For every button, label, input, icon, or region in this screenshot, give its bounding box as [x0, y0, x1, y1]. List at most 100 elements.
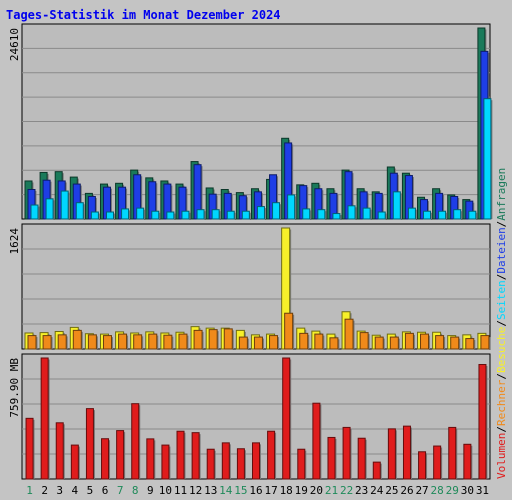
bar-volumen-day-18 [282, 357, 291, 480]
bar-seiten-day-6 [105, 211, 114, 220]
bar-rechner-day-31 [480, 335, 490, 350]
bar-volumen-day-14 [221, 442, 230, 480]
bar-rechner-day-23 [359, 332, 369, 350]
legend-entry: Dateien [495, 227, 508, 273]
bar-rechner-day-25 [389, 336, 399, 350]
bar-volumen-day-7 [116, 430, 125, 480]
bar-rechner-day-24 [374, 336, 384, 350]
day-label: 1 [26, 484, 33, 497]
bar-volumen-day-20 [312, 402, 321, 480]
bar-seiten-day-23 [362, 207, 371, 220]
legend-separator: / [495, 221, 508, 228]
bar-seiten-day-15 [241, 210, 250, 220]
day-label: 27 [415, 484, 428, 497]
day-label: 25 [385, 484, 398, 497]
bar-volumen-day-4 [70, 444, 79, 480]
bar-seiten-day-5 [90, 211, 99, 220]
bar-rechner-day-13 [208, 329, 218, 350]
day-label: 11 [174, 484, 187, 497]
legend-entry: Anfragen [495, 168, 508, 221]
bar-volumen-day-11 [176, 430, 185, 480]
bar-rechner-day-6 [102, 335, 112, 350]
bar-rechner-day-3 [57, 334, 67, 350]
bar-rechner-day-18 [284, 312, 294, 350]
bar-rechner-day-2 [42, 335, 52, 350]
day-label: 20 [310, 484, 323, 497]
bar-seiten-day-22 [347, 205, 356, 220]
bar-seiten-day-16 [256, 206, 265, 220]
bar-rechner-day-30 [465, 338, 475, 350]
bar-volumen-day-29 [448, 426, 457, 480]
bar-rechner-day-5 [87, 334, 97, 350]
bar-volumen-day-27 [418, 451, 427, 480]
panel-bottom: 759.90 MB [8, 353, 491, 480]
bar-volumen-day-17 [267, 430, 276, 480]
day-label: 19 [295, 484, 308, 497]
bar-rechner-day-17 [269, 335, 279, 350]
day-label: 18 [280, 484, 293, 497]
day-label: 21 [325, 484, 338, 497]
legend-entry: Volumen [495, 433, 508, 479]
bar-volumen-day-15 [236, 448, 245, 480]
bar-seiten-day-31 [483, 98, 492, 220]
bar-rechner-day-15 [238, 336, 248, 350]
bar-volumen-day-16 [252, 442, 260, 480]
panel-middle: 1624 [8, 223, 491, 350]
bar-seiten-day-9 [151, 210, 160, 220]
legend-entry: Seiten [495, 280, 508, 320]
bar-rechner-day-1 [27, 335, 37, 350]
bar-rechner-day-14 [223, 328, 233, 350]
day-label: 15 [234, 484, 247, 497]
bar-seiten-day-4 [75, 202, 84, 220]
bar-volumen-day-24 [372, 461, 381, 480]
bar-seiten-day-30 [468, 210, 477, 220]
bar-rechner-day-16 [253, 336, 263, 350]
day-label: 30 [461, 484, 474, 497]
bar-volumen-day-31 [478, 364, 487, 480]
bar-seiten-day-12 [196, 209, 205, 220]
day-label: 22 [340, 484, 353, 497]
day-label: 4 [72, 484, 79, 497]
bar-seiten-day-3 [60, 190, 69, 220]
day-label: 7 [117, 484, 124, 497]
bar-volumen-day-28 [433, 445, 442, 480]
day-label: 2 [41, 484, 48, 497]
legend-separator: / [495, 373, 508, 380]
bar-rechner-day-10 [163, 334, 173, 350]
day-label: 9 [147, 484, 154, 497]
bar-seiten-day-1 [30, 204, 39, 220]
bar-rechner-day-11 [178, 333, 188, 350]
legend-separator: / [495, 320, 508, 327]
bar-seiten-day-11 [181, 210, 190, 220]
bar-volumen-day-3 [55, 422, 64, 480]
bar-rechner-day-20 [314, 333, 324, 350]
bar-volumen-day-10 [161, 444, 170, 480]
bar-volumen-day-23 [357, 437, 366, 480]
bar-seiten-day-21 [332, 213, 341, 220]
bar-volumen-day-9 [146, 438, 155, 480]
side-labels: Volumen/Rechner/Besuche/Seiten/Dateien/A… [495, 168, 508, 479]
day-label: 3 [56, 484, 63, 497]
day-label: 16 [249, 484, 262, 497]
bar-volumen-day-21 [327, 436, 336, 480]
chart-title: Tages-Statistik im Monat Dezember 2024 [6, 8, 281, 22]
bar-seiten-day-20 [317, 209, 326, 220]
y-axis-max-label: 24610 [8, 28, 21, 61]
bar-volumen-day-25 [387, 428, 396, 480]
day-label: 13 [204, 484, 217, 497]
bar-seiten-day-8 [136, 207, 145, 220]
bar-seiten-day-17 [272, 202, 281, 220]
day-label: 8 [132, 484, 139, 497]
day-label: 14 [219, 484, 233, 497]
bar-seiten-day-18 [287, 194, 296, 220]
bar-rechner-day-21 [329, 337, 339, 350]
bar-volumen-day-2 [40, 357, 49, 480]
bar-volumen-day-1 [25, 417, 34, 480]
day-label: 10 [159, 484, 172, 497]
bar-volumen-day-19 [297, 448, 306, 480]
bar-rechner-day-19 [299, 332, 309, 350]
bar-rechner-day-7 [118, 333, 128, 350]
bar-volumen-day-8 [131, 403, 140, 480]
series-legend: Volumen/Rechner/Besuche/Seiten/Dateien/A… [495, 168, 508, 479]
